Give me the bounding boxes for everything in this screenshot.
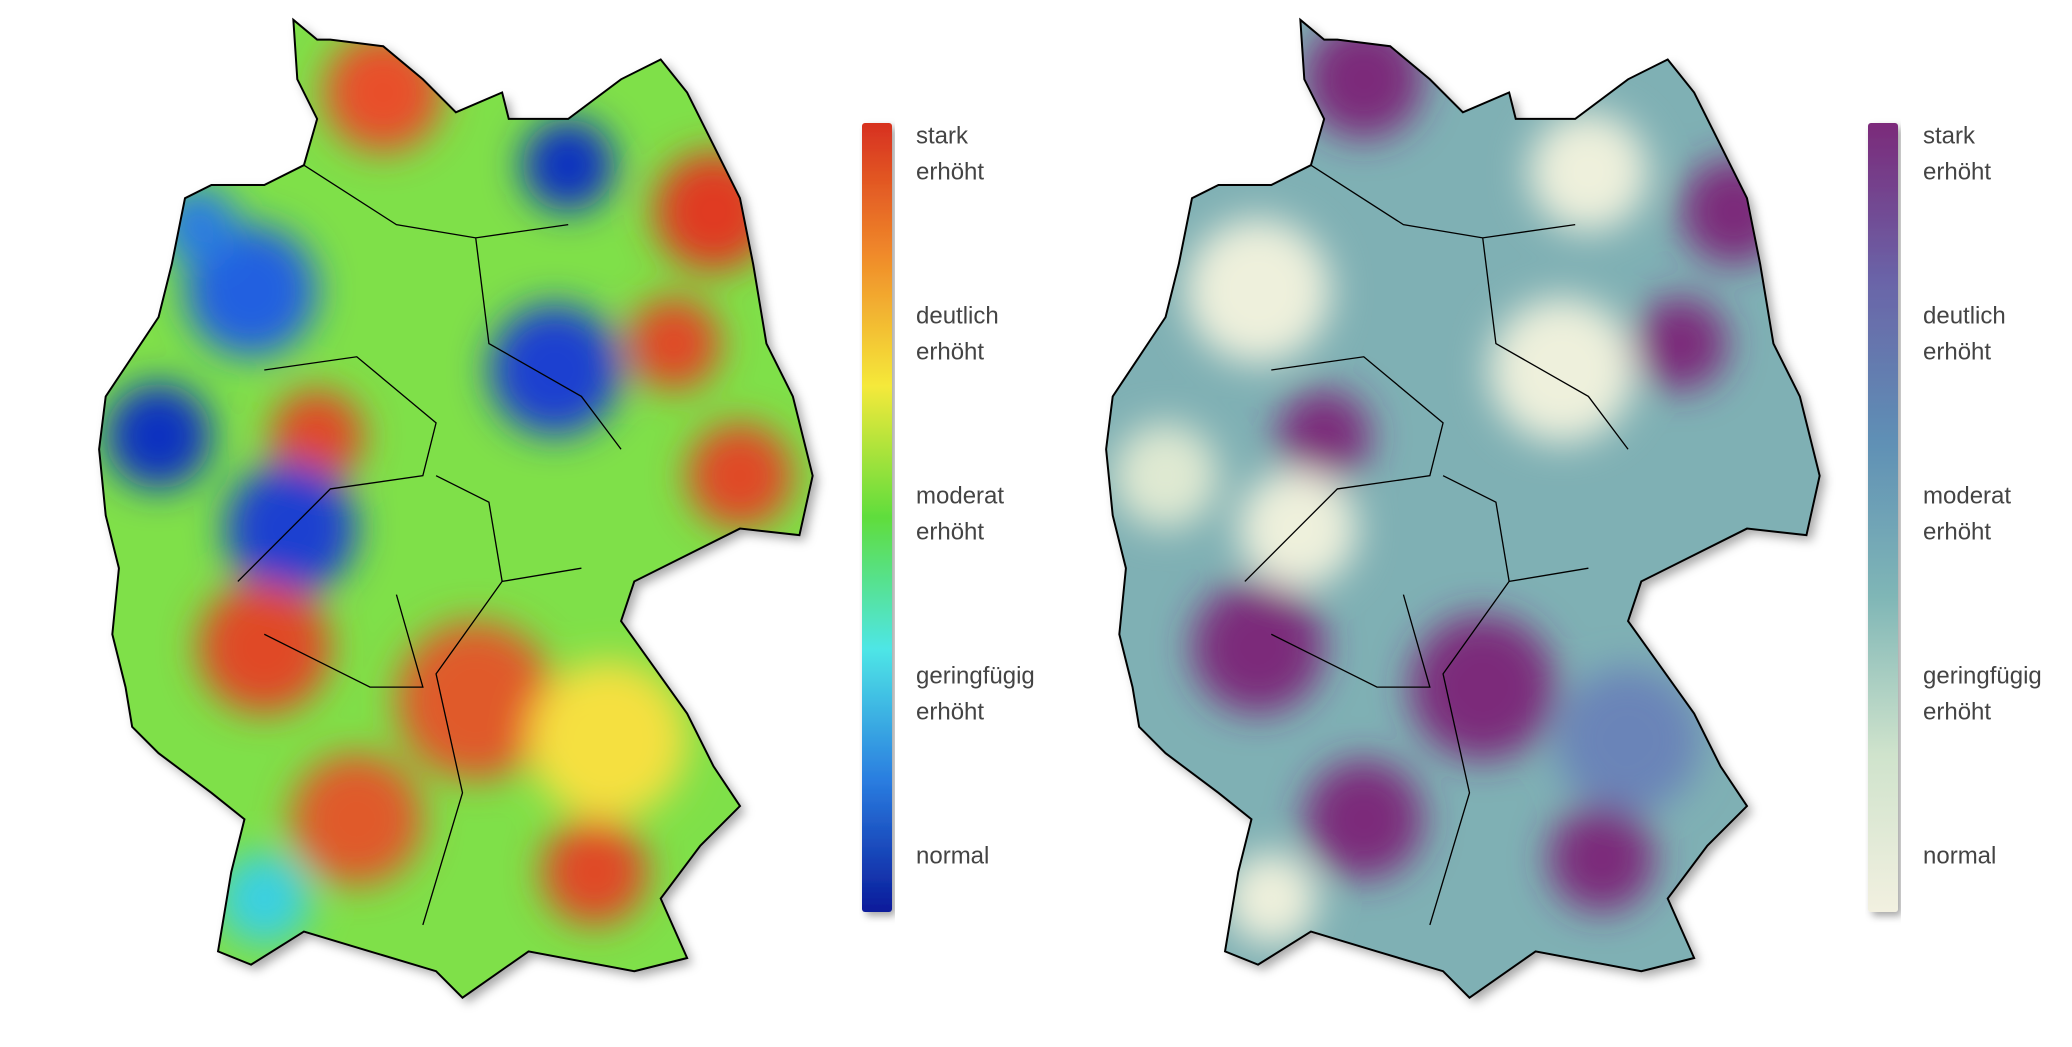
legend-label: moderat [1923,482,2011,509]
legend-label: geringfügig [1923,662,2042,689]
legend-label: stark [916,122,969,149]
legend-label: normal [1923,842,1996,869]
legend-label: erhöht [916,518,984,545]
legend-label: erhöht [1923,338,1991,365]
legend-label: erhöht [916,698,984,725]
legend-label: erhöht [1923,518,1991,545]
right-map [1105,18,1821,999]
left-map [98,18,814,999]
legend-label: erhöht [1923,158,1991,185]
legend-label: erhöht [916,158,984,185]
legend-label: erhöht [916,338,984,365]
legend-label: normal [916,842,989,869]
legend-label: erhöht [1923,698,1991,725]
legend-label: stark [1923,122,1976,149]
legend-label: deutlich [1923,302,2006,329]
legend-label: moderat [916,482,1004,509]
legend-label: geringfügig [916,662,1035,689]
legend-bar [1868,123,1898,912]
legend-label: deutlich [916,302,999,329]
legend-bar [862,123,892,912]
